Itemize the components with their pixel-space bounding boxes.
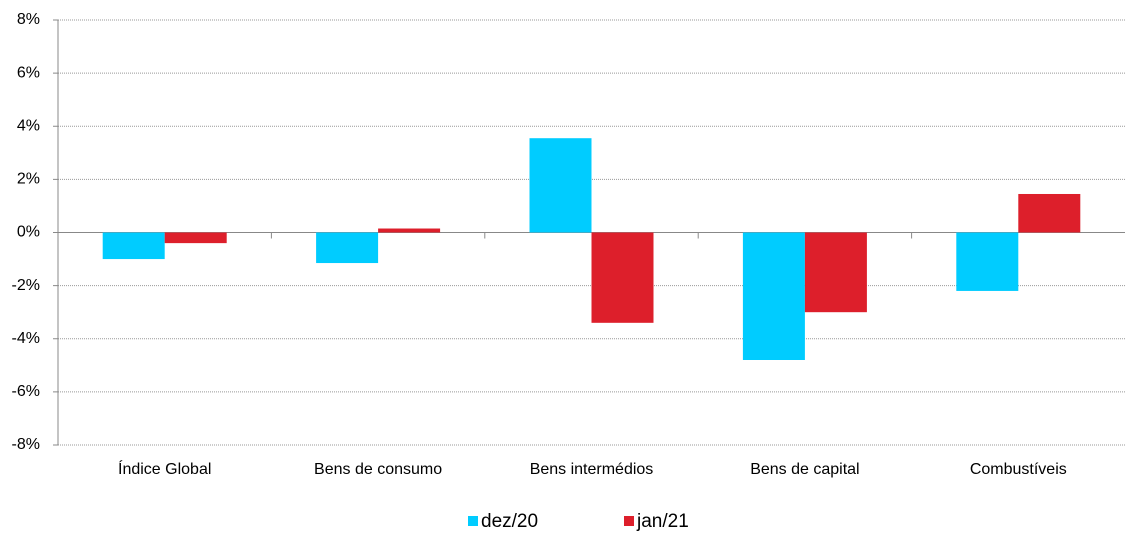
bar [102, 232, 165, 260]
legend-label: jan/21 [636, 511, 689, 532]
x-tick-label: Índice Global [118, 459, 211, 478]
y-tick-label: 2% [17, 171, 40, 188]
x-tick-label: Bens de consumo [314, 461, 442, 478]
x-tick-label: Combustíveis [970, 461, 1067, 478]
bar [1018, 193, 1081, 233]
legend-label: dez/20 [481, 511, 538, 532]
bar [804, 232, 867, 313]
bar [378, 228, 441, 233]
bar [316, 232, 379, 264]
bar [591, 232, 654, 323]
bar [164, 232, 227, 244]
y-tick-label: -6% [12, 383, 40, 400]
legend-swatch [468, 516, 478, 526]
y-tick-label: -8% [12, 436, 40, 453]
y-tick-label: -2% [12, 277, 40, 294]
y-tick-label: 8% [17, 11, 40, 28]
x-tick-label: Bens intermédios [530, 461, 654, 478]
bar [742, 232, 805, 360]
bar [529, 138, 592, 233]
x-tick-label: Bens de capital [750, 461, 859, 478]
y-tick-label: 0% [17, 224, 40, 241]
bar [956, 232, 1019, 291]
y-tick-label: 4% [17, 117, 40, 134]
y-tick-label: -4% [12, 330, 40, 347]
y-tick-label: 6% [17, 64, 40, 81]
legend-swatch [624, 516, 634, 526]
